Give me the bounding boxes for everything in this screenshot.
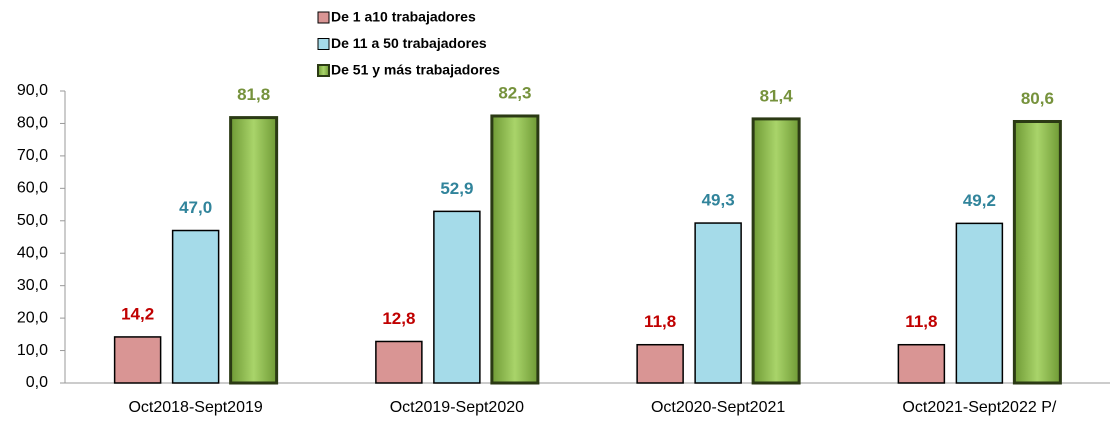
y-tick-label: 80,0 bbox=[17, 115, 48, 132]
bar bbox=[955, 222, 1004, 384]
y-tick-label: 20,0 bbox=[17, 309, 48, 326]
value-label: 82,3 bbox=[498, 83, 531, 102]
bar bbox=[433, 210, 481, 384]
bar bbox=[113, 336, 162, 384]
legend-label: De 51 y más trabajadores bbox=[331, 62, 500, 78]
y-tick-label: 0,0 bbox=[26, 374, 48, 391]
value-label: 14,2 bbox=[121, 304, 154, 323]
value-label: 49,3 bbox=[702, 191, 735, 210]
y-tick-label: 90,0 bbox=[17, 82, 48, 99]
y-tick-label: 50,0 bbox=[17, 212, 48, 229]
value-label: 11,8 bbox=[905, 312, 937, 331]
x-tick-label: Oct2018-Sept2019 bbox=[128, 399, 262, 416]
value-label: 80,6 bbox=[1021, 89, 1054, 108]
x-tick-label: Oct2021-Sept2022 P/ bbox=[902, 399, 1056, 416]
bar bbox=[229, 116, 279, 385]
y-tick-label: 60,0 bbox=[17, 180, 48, 197]
bar bbox=[1012, 119, 1062, 385]
bar bbox=[171, 229, 220, 384]
value-label: 47,0 bbox=[179, 198, 212, 217]
y-tick-label: 40,0 bbox=[17, 244, 48, 261]
legend-swatch bbox=[317, 38, 330, 50]
legend-swatch bbox=[317, 11, 330, 24]
bar bbox=[897, 343, 946, 384]
bar bbox=[636, 343, 684, 384]
y-tick-label: 10,0 bbox=[17, 342, 48, 359]
value-label: 81,8 bbox=[237, 85, 270, 104]
y-tick-label: 70,0 bbox=[17, 147, 48, 164]
value-label: 81,4 bbox=[760, 86, 794, 105]
x-tick-label: Oct2020-Sept2021 bbox=[651, 399, 785, 416]
legend-label: De 11 a 50 trabajadores bbox=[331, 35, 487, 51]
bar bbox=[694, 222, 742, 384]
x-tick-label: Oct2019-Sept2020 bbox=[390, 399, 524, 416]
legend-label: De 1 a10 trabajadores bbox=[331, 9, 476, 25]
y-tick-label: 30,0 bbox=[17, 277, 48, 294]
value-label: 12,8 bbox=[382, 309, 415, 328]
legend-swatch bbox=[317, 64, 330, 77]
value-label: 49,2 bbox=[963, 191, 996, 210]
bar bbox=[375, 340, 423, 384]
bar bbox=[490, 114, 540, 385]
value-label: 11,8 bbox=[644, 312, 676, 331]
bar bbox=[751, 117, 801, 385]
value-label: 52,9 bbox=[440, 179, 473, 198]
